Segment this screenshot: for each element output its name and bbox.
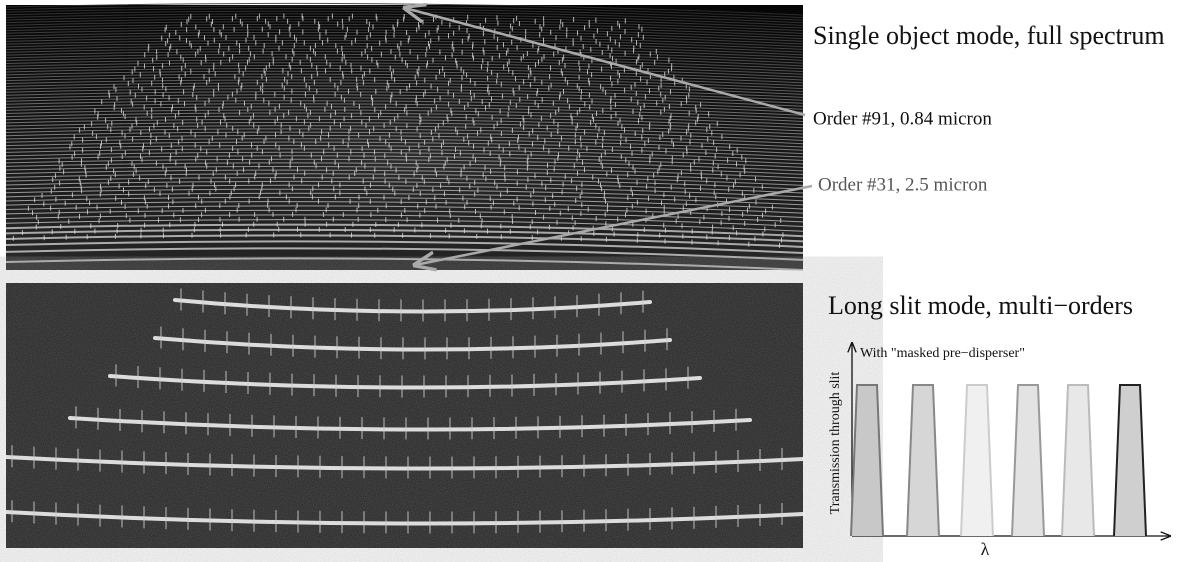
passband — [851, 385, 883, 536]
inset-x-label: λ — [981, 539, 990, 559]
filter-passbands — [851, 385, 1146, 536]
passband — [961, 385, 993, 536]
passband — [1114, 385, 1146, 536]
figure: Single object mode, full spectrum Order … — [0, 0, 1188, 562]
order-label: Order #31, 2.5 micron — [818, 174, 988, 195]
inset-note: With "masked pre−disperser" — [860, 346, 1025, 361]
passband — [907, 385, 939, 536]
figure-canvas: Single object mode, full spectrum Order … — [0, 0, 1188, 562]
order-label: Order #91, 0.84 micron — [813, 108, 992, 129]
inset-y-label: Transmission through slit — [828, 372, 843, 515]
passband — [1012, 385, 1044, 536]
top-title: Single object mode, full spectrum — [813, 21, 1165, 50]
bottom-title: Long slit mode, multi−orders — [828, 291, 1133, 320]
passband — [1062, 385, 1094, 536]
bottom-noise — [6, 283, 803, 548]
